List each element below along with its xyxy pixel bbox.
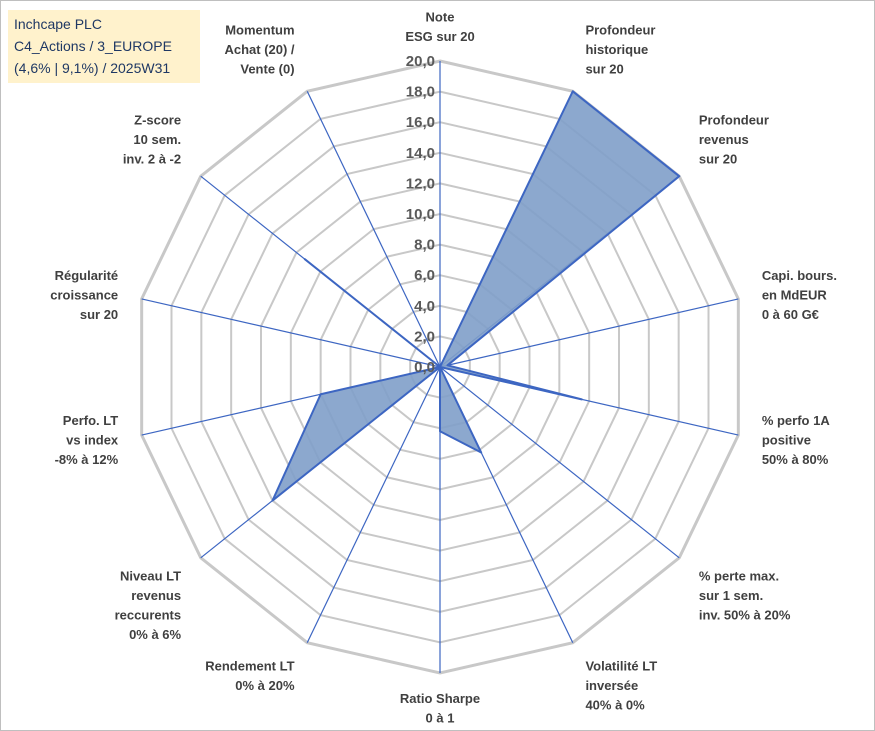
axis-label-3: Capi. bours. en MdEUR 0 à 60 G€ — [762, 268, 837, 322]
tick-label-10: 20,0 — [406, 53, 435, 70]
axis-label-1: Profondeur historique sur 20 — [585, 22, 655, 76]
axis-label-12-line-2: inv. 2 à -2 — [123, 152, 181, 167]
axis-label-10: Perfo. LT vs index -8% à 12% — [55, 413, 119, 467]
axis-spoke-13 — [306, 91, 441, 368]
axis-label-13-line-0: Momentum — [225, 22, 294, 37]
axis-label-8: Rendement LT 0% à 20% — [205, 659, 295, 694]
axis-label-12: Z-score 10 sem. inv. 2 à -2 — [123, 113, 181, 167]
title-line-2: C4_Actions / 3_EUROPE — [14, 38, 172, 54]
axis-label-3-line-0: Capi. bours. — [762, 268, 837, 283]
axis-label-6-line-0: Volatilité LT — [585, 659, 657, 674]
axis-label-6-line-1: inversée — [585, 678, 638, 693]
axis-label-7: Ratio Sharpe 0 à 1 — [400, 691, 480, 726]
axis-label-4: % perfo 1A positive 50% à 80% — [762, 413, 831, 467]
axis-label-9: Niveau LT revenus reccurents 0% à 6% — [115, 568, 182, 642]
axis-label-13-line-2: Vente (0) — [240, 61, 294, 76]
axis-label-11-line-2: sur 20 — [80, 307, 118, 322]
tick-label-9: 18,0 — [406, 84, 435, 101]
title-line-1: Inchcape PLC — [14, 16, 102, 32]
tick-label-0: 0,0 — [414, 359, 435, 376]
tick-label-1: 2,0 — [414, 328, 435, 345]
axis-label-1-line-1: historique — [585, 42, 648, 57]
axis-label-6-line-2: 40% à 0% — [585, 698, 645, 713]
radar-tick-labels: 0,0 2,0 4,0 6,0 8,0 10,0 12,0 14,0 16,0 18,0 20,0 — [406, 53, 435, 376]
axis-label-7-line-0: Ratio Sharpe — [400, 691, 480, 706]
axis-label-10-line-0: Perfo. LT — [63, 413, 118, 428]
axis-label-1-line-0: Profondeur — [585, 22, 655, 37]
tick-label-7: 14,0 — [406, 145, 435, 162]
axis-label-13-line-1: Achat (20) / — [224, 42, 294, 57]
axis-label-11-line-1: croissance — [50, 287, 118, 302]
radar-axis-labels: Note ESG sur 20 Profondeur historique sur 20… — [50, 10, 837, 726]
axis-label-5-line-2: inv. 50% à 20% — [699, 607, 791, 622]
axis-label-9-line-1: revenus — [131, 588, 181, 603]
tick-label-3: 6,0 — [414, 267, 435, 284]
axis-label-9-line-0: Niveau LT — [120, 568, 181, 583]
axis-label-4-line-0: % perfo 1A — [762, 413, 831, 428]
series-area — [271, 90, 681, 502]
axis-label-10-line-2: -8% à 12% — [55, 452, 119, 467]
axis-label-8-line-0: Rendement LT — [205, 659, 294, 674]
axis-spoke-8 — [306, 366, 441, 643]
axis-label-12-line-1: 10 sem. — [133, 132, 181, 147]
axis-spoke-3 — [439, 298, 739, 368]
axis-label-8-line-1: 0% à 20% — [235, 678, 295, 693]
axis-label-5-line-1: sur 1 sem. — [699, 588, 763, 603]
axis-spoke-11 — [141, 298, 441, 368]
axis-label-5-line-0: % perte max. — [699, 568, 779, 583]
axis-spoke-5 — [439, 366, 680, 559]
axis-label-2-line-2: sur 20 — [699, 152, 737, 167]
axis-label-7-line-1: 0 à 1 — [426, 711, 455, 726]
axis-label-11-line-0: Régularité — [55, 268, 119, 283]
title-line-3: (4,6% | 9,1%) / 2025W31 — [14, 60, 171, 76]
axis-label-4-line-1: positive — [762, 433, 811, 448]
axis-label-0: Note ESG sur 20 — [405, 10, 474, 45]
axis-label-3-line-1: en MdEUR — [762, 287, 828, 302]
axis-label-9-line-2: reccurents — [115, 607, 181, 622]
chart-title-box: Inchcape PLC C4_Actions / 3_EUROPE (4,6%… — [8, 10, 200, 83]
axis-label-3-line-2: 0 à 60 G€ — [762, 307, 819, 322]
axis-label-6: Volatilité LT inversée 40% à 0% — [585, 659, 657, 713]
axis-label-4-line-2: 50% à 80% — [762, 452, 829, 467]
axis-label-2-line-1: revenus — [699, 132, 749, 147]
tick-label-5: 10,0 — [406, 206, 435, 223]
tick-label-6: 12,0 — [406, 175, 435, 192]
radar-series — [271, 90, 681, 502]
axis-label-11: Régularité croissance sur 20 — [50, 268, 118, 322]
axis-label-0-line-1: ESG sur 20 — [405, 29, 474, 44]
axis-label-0-line-0: Note — [426, 10, 455, 25]
axis-label-1-line-2: sur 20 — [585, 61, 623, 76]
tick-label-8: 16,0 — [406, 114, 435, 131]
tick-label-4: 8,0 — [414, 237, 435, 254]
axis-label-9-line-3: 0% à 6% — [129, 627, 181, 642]
axis-label-10-line-1: vs index — [66, 433, 119, 448]
axis-label-12-line-0: Z-score — [134, 113, 181, 128]
axis-label-5: % perte max. sur 1 sem. inv. 50% à 20% — [699, 568, 791, 622]
axis-label-2-line-0: Profondeur — [699, 113, 769, 128]
axis-label-2: Profondeur revenus sur 20 — [699, 113, 769, 167]
tick-label-2: 4,0 — [414, 298, 435, 315]
axis-label-13: Momentum Achat (20) / Vente (0) — [224, 22, 294, 76]
